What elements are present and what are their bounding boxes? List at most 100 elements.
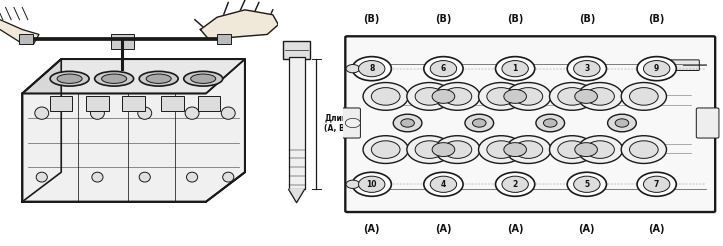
Text: 3: 3	[584, 64, 589, 73]
Circle shape	[575, 90, 597, 103]
Text: 2: 2	[513, 180, 518, 189]
Circle shape	[504, 90, 526, 103]
Circle shape	[549, 82, 595, 110]
Circle shape	[435, 136, 480, 163]
FancyBboxPatch shape	[341, 108, 360, 138]
Ellipse shape	[184, 71, 223, 86]
Circle shape	[586, 141, 615, 158]
Circle shape	[223, 172, 234, 182]
Circle shape	[473, 119, 486, 127]
Circle shape	[502, 176, 529, 192]
Circle shape	[615, 119, 629, 127]
Circle shape	[424, 172, 463, 196]
Ellipse shape	[191, 74, 215, 83]
Circle shape	[435, 82, 480, 110]
Circle shape	[346, 118, 360, 128]
Text: (A): (A)	[364, 224, 380, 234]
Text: 8: 8	[369, 64, 375, 73]
Ellipse shape	[57, 74, 82, 83]
FancyBboxPatch shape	[346, 36, 715, 212]
Circle shape	[138, 107, 152, 119]
Circle shape	[568, 57, 607, 81]
Text: 5: 5	[584, 180, 589, 189]
Circle shape	[430, 61, 457, 77]
Polygon shape	[22, 59, 61, 202]
Circle shape	[578, 82, 623, 110]
Circle shape	[637, 172, 676, 196]
Circle shape	[586, 88, 615, 105]
Circle shape	[221, 107, 235, 119]
Ellipse shape	[50, 71, 89, 86]
Circle shape	[407, 136, 452, 163]
Bar	[122, 96, 145, 111]
Circle shape	[578, 136, 623, 163]
Bar	[111, 34, 134, 49]
Circle shape	[363, 136, 408, 163]
Circle shape	[504, 143, 526, 156]
Circle shape	[544, 119, 557, 127]
Circle shape	[536, 114, 565, 132]
Circle shape	[407, 82, 452, 110]
Text: (B): (B)	[507, 14, 523, 24]
Circle shape	[502, 61, 529, 77]
Circle shape	[346, 64, 359, 73]
Circle shape	[185, 107, 199, 119]
Circle shape	[359, 61, 385, 77]
Circle shape	[505, 136, 551, 163]
FancyBboxPatch shape	[667, 60, 699, 71]
Ellipse shape	[140, 71, 178, 86]
Circle shape	[401, 119, 414, 127]
Circle shape	[140, 172, 150, 182]
Text: (B): (B)	[649, 14, 665, 24]
Polygon shape	[288, 189, 304, 203]
Circle shape	[352, 172, 391, 196]
Circle shape	[573, 176, 600, 192]
Circle shape	[637, 57, 676, 81]
Text: 1: 1	[513, 64, 518, 73]
Text: (B): (B)	[435, 14, 452, 24]
Circle shape	[92, 172, 103, 182]
Text: 4: 4	[441, 180, 446, 189]
Circle shape	[372, 88, 400, 105]
Polygon shape	[22, 59, 245, 202]
Text: (A): (A)	[507, 224, 523, 234]
Text: (B): (B)	[578, 14, 595, 24]
Circle shape	[36, 172, 47, 182]
Circle shape	[487, 141, 515, 158]
Circle shape	[393, 114, 422, 132]
Circle shape	[487, 88, 515, 105]
Circle shape	[568, 172, 607, 196]
Circle shape	[479, 82, 524, 110]
Circle shape	[505, 82, 551, 110]
Bar	[197, 96, 220, 111]
Circle shape	[607, 114, 636, 132]
Circle shape	[465, 114, 494, 132]
Circle shape	[415, 141, 444, 158]
Bar	[288, 57, 304, 189]
Circle shape	[514, 141, 543, 158]
Circle shape	[415, 88, 444, 105]
Circle shape	[643, 176, 670, 192]
Text: (A): (A)	[578, 224, 595, 234]
Polygon shape	[22, 59, 245, 93]
Ellipse shape	[95, 71, 134, 86]
Circle shape	[621, 136, 667, 163]
Circle shape	[479, 136, 524, 163]
Text: Длина
(A, B): Длина (A, B)	[325, 113, 353, 133]
Bar	[50, 96, 72, 111]
Text: (B): (B)	[364, 14, 380, 24]
Circle shape	[495, 172, 535, 196]
Circle shape	[430, 176, 457, 192]
Text: 6: 6	[441, 64, 446, 73]
Text: (A): (A)	[435, 224, 452, 234]
Circle shape	[621, 82, 667, 110]
Circle shape	[573, 61, 600, 77]
Circle shape	[424, 57, 463, 81]
Circle shape	[90, 107, 104, 119]
Polygon shape	[200, 10, 278, 39]
Bar	[20, 34, 33, 44]
Circle shape	[35, 107, 48, 119]
Circle shape	[514, 88, 543, 105]
Circle shape	[549, 136, 595, 163]
Circle shape	[359, 176, 385, 192]
